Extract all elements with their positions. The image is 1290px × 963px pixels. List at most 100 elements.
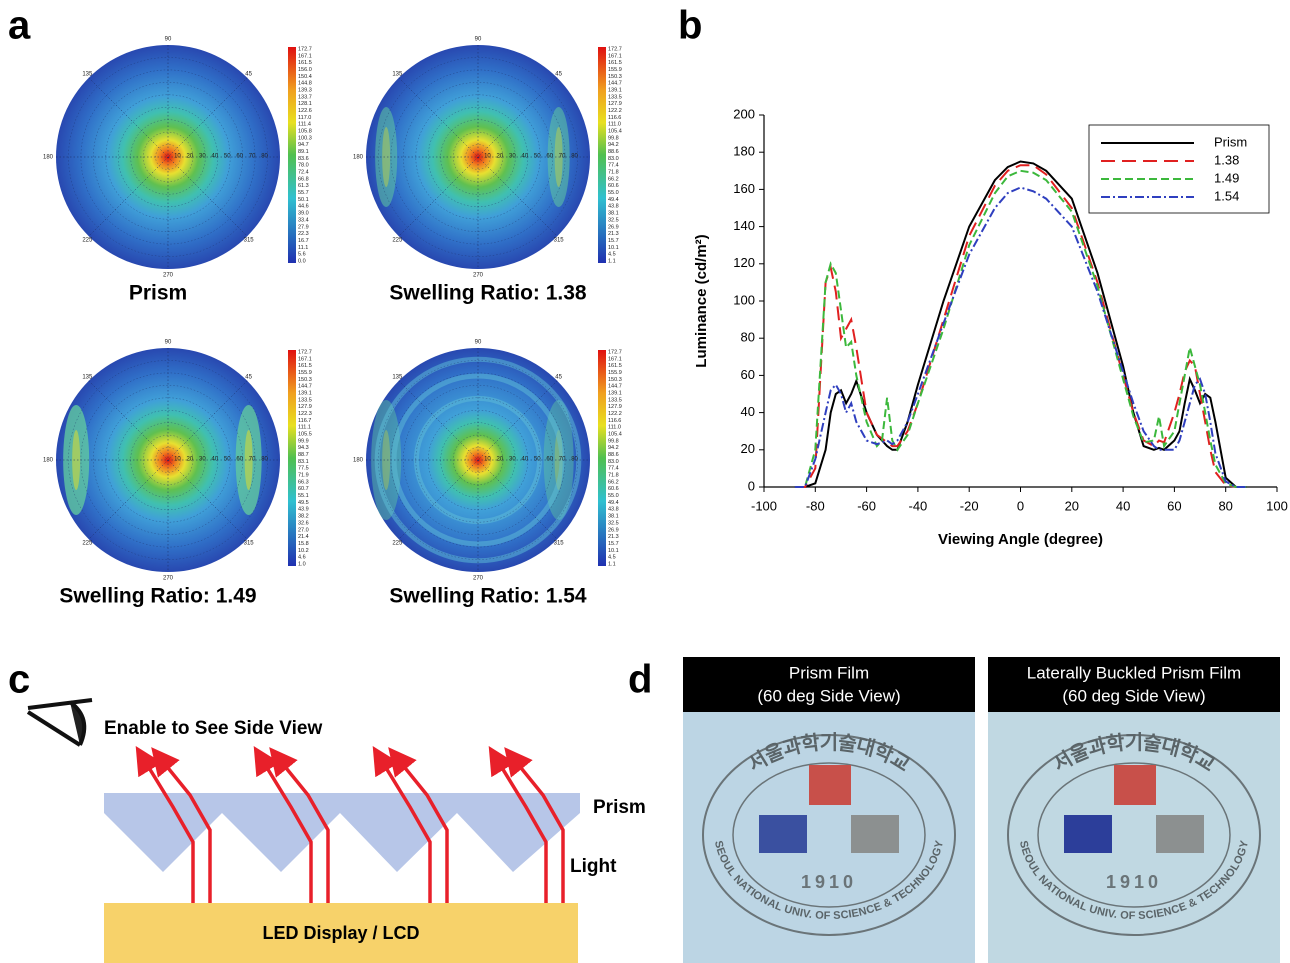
colorbar-label: 43.9 — [298, 507, 309, 513]
angle-label: 270 — [473, 576, 484, 582]
angle-label: 315 — [244, 237, 255, 243]
colorbar-label: 116.6 — [608, 115, 621, 121]
colorbar-label: 139.3 — [298, 87, 312, 93]
polar-grid — [398, 77, 558, 237]
colorbar-label: 4.5 — [608, 252, 616, 258]
polar-grid — [465, 144, 491, 170]
side-lobe — [382, 430, 391, 490]
colorbar-label: 155.9 — [608, 370, 622, 376]
colorbar-label: 128.1 — [298, 101, 312, 107]
angle-label: 270 — [163, 576, 174, 582]
polar-grid — [88, 77, 248, 237]
polar-grid — [415, 397, 541, 523]
polar-plot: 90 135 45 180 225 315 270 10 20 30 40 50 60 70 80 172.7… — [43, 340, 312, 608]
colorbar-label: 155.9 — [298, 370, 312, 376]
colorbar-label: 144.7 — [298, 384, 312, 390]
x-axis-title: Viewing Angle (degree) — [938, 531, 1103, 548]
x-tick-label: 60 — [1167, 498, 1181, 513]
colorbar-label: 172.7 — [298, 349, 312, 355]
polar-grid — [378, 360, 578, 560]
radial-label: 10 — [174, 154, 181, 160]
angle-label: 135 — [392, 375, 403, 381]
colorbar-label: 99.8 — [608, 438, 619, 444]
radial-label: 80 — [571, 154, 578, 160]
colorbar-label: 105.8 — [298, 129, 312, 135]
colorbar-label: 33.4 — [298, 217, 309, 223]
colorbar-label: 60.6 — [608, 183, 619, 189]
label: LED Display / LCD — [262, 923, 419, 943]
colorbar-label: 32.5 — [608, 520, 619, 526]
colorbar-label: 49.5 — [298, 500, 309, 506]
x-tick-label: -80 — [806, 498, 825, 513]
colorbar-label: 5.6 — [298, 252, 306, 258]
header: (60 deg Side View) — [757, 686, 900, 705]
x-tick-label: -40 — [909, 498, 928, 513]
colorbar-label: 15.8 — [298, 541, 309, 547]
series-line — [794, 186, 1247, 488]
polar-grid — [415, 94, 541, 220]
colorbar-label: 21.3 — [608, 231, 619, 237]
logo-ring — [702, 734, 956, 936]
colorbar-label: 88.7 — [298, 452, 309, 458]
radial-label: 30 — [199, 457, 206, 463]
polar-grid — [105, 94, 231, 220]
arrow — [253, 746, 313, 903]
header: (60 deg Side View) — [1062, 686, 1205, 705]
logo-red — [809, 765, 851, 805]
colorbar-label: 172.7 — [608, 349, 622, 355]
colorbar-label: 150.3 — [608, 74, 622, 80]
radial-label: 60 — [546, 154, 553, 160]
logo-blue — [1064, 815, 1112, 853]
colorbar-label: 26.9 — [608, 527, 619, 533]
colorbar-label: 122.3 — [298, 411, 312, 417]
colorbar-label: 111.1 — [298, 425, 311, 431]
colorbar-label: 117.0 — [298, 115, 311, 121]
colorbar-label: 150.4 — [298, 74, 312, 80]
colorbar-label: 150.3 — [298, 377, 312, 383]
colorbar-label: 10.2 — [298, 548, 309, 554]
eye-icon — [26, 698, 93, 747]
colorbar-label: 105.4 — [608, 432, 622, 438]
angle-label: 225 — [392, 237, 403, 243]
colorbar-label: 15.7 — [608, 541, 619, 547]
y-tick-label: 200 — [733, 106, 755, 121]
radial-label: 20 — [497, 154, 504, 160]
x-tick-label: -60 — [857, 498, 876, 513]
arrow — [488, 746, 548, 903]
radial-label: 50 — [534, 457, 541, 463]
y-tick-label: 60 — [741, 367, 755, 382]
colorbar-label: 66.2 — [608, 176, 619, 182]
panel-label: a — [8, 4, 31, 48]
radial-label: 30 — [199, 154, 206, 160]
colorbar-label: 133.5 — [298, 397, 312, 403]
light-rays — [135, 746, 565, 903]
panel-label: d — [628, 658, 652, 702]
colorbar-label: 15.7 — [608, 238, 619, 244]
colorbar-label: 83.6 — [298, 156, 309, 162]
colorbar-label: 71.9 — [298, 473, 309, 479]
radial-label: 20 — [187, 457, 194, 463]
arrow — [388, 747, 449, 903]
colorbar-label: 55.0 — [608, 190, 619, 196]
side-lobe — [382, 127, 391, 187]
colorbar-label: 1.0 — [298, 561, 306, 567]
colorbar-label: 39.0 — [298, 211, 309, 217]
colorbar-label: 161.5 — [608, 363, 622, 369]
angle-label: 225 — [82, 237, 93, 243]
colorbar-label: 21.4 — [298, 534, 309, 540]
angle-label: 90 — [165, 340, 172, 346]
colorbar-label: 99.8 — [608, 135, 619, 141]
radial-label: 50 — [224, 457, 231, 463]
polar-grid — [88, 380, 248, 540]
radial-label: 80 — [571, 457, 578, 463]
colorbar-label: 11.1 — [298, 245, 308, 251]
radial-label: 40 — [521, 154, 528, 160]
polar-grid — [155, 144, 181, 170]
polar-grid — [155, 447, 181, 473]
colorbar-label: 60.6 — [608, 486, 619, 492]
colorbar-label: 139.1 — [608, 390, 622, 396]
colorbar-label: 111.4 — [298, 122, 311, 128]
colorbar-label: 88.6 — [608, 452, 619, 458]
colorbar-label: 127.9 — [298, 404, 312, 410]
